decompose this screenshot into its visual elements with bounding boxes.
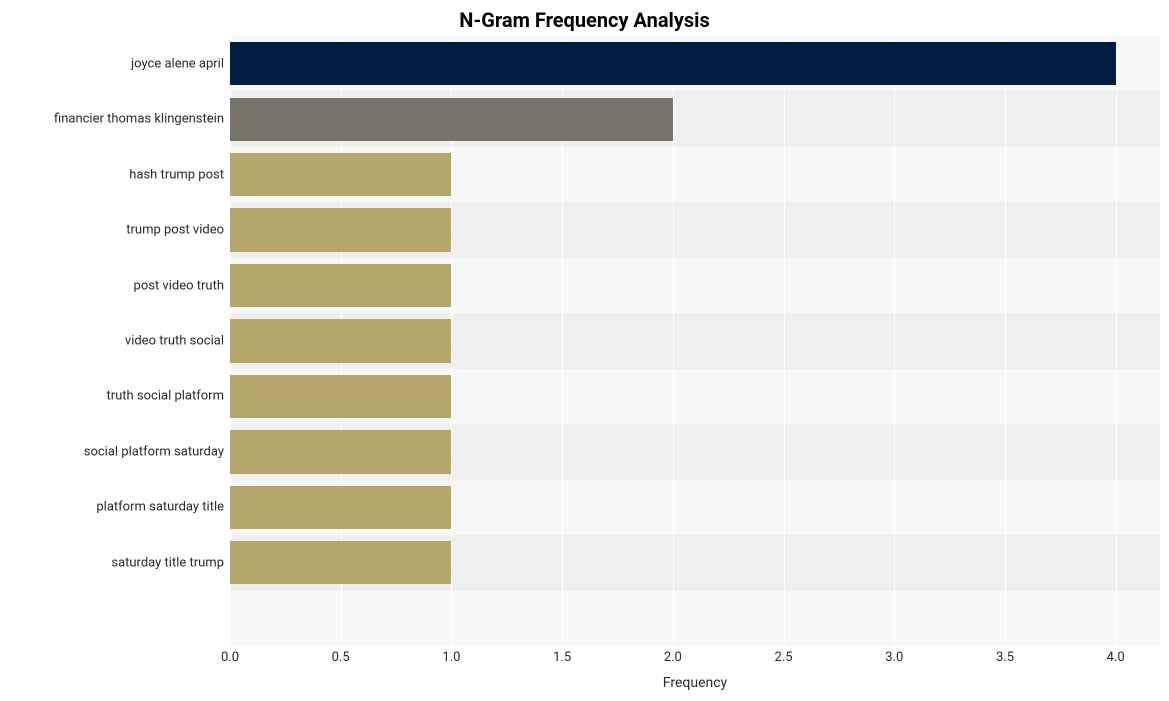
y-tick-label: truth social platform xyxy=(106,389,224,404)
bar xyxy=(230,208,451,251)
y-tick-label: joyce alene april xyxy=(131,56,224,71)
bar xyxy=(230,264,451,307)
y-tick-label: trump post video xyxy=(126,223,224,238)
x-tick-label: 4.0 xyxy=(1107,650,1125,665)
x-tick-label: 3.5 xyxy=(996,650,1014,665)
y-tick-label: social platform saturday xyxy=(84,444,224,459)
y-tick-label: platform saturday title xyxy=(96,500,224,515)
x-tick-label: 0.5 xyxy=(332,650,350,665)
x-tick-label: 1.5 xyxy=(553,650,571,665)
y-tick-label: hash trump post xyxy=(129,167,224,182)
plot-area xyxy=(230,36,1160,646)
x-tick-label: 3.0 xyxy=(885,650,903,665)
bar xyxy=(230,486,451,529)
chart-container: N-Gram Frequency Analysis joyce alene ap… xyxy=(0,0,1169,701)
bar xyxy=(230,430,451,473)
bar xyxy=(230,98,673,141)
y-tick-label: financier thomas klingenstein xyxy=(54,112,224,127)
x-tick-label: 2.5 xyxy=(775,650,793,665)
x-tick-label: 0.0 xyxy=(221,650,239,665)
x-axis-label: Frequency xyxy=(230,675,1160,691)
bar xyxy=(230,375,451,418)
y-tick-label: post video truth xyxy=(134,278,224,293)
grid-band xyxy=(230,591,1160,646)
chart-title: N-Gram Frequency Analysis xyxy=(0,8,1169,32)
bar xyxy=(230,42,1116,85)
bar xyxy=(230,153,451,196)
gridline xyxy=(1005,36,1006,646)
x-tick-label: 1.0 xyxy=(442,650,460,665)
bar xyxy=(230,541,451,584)
y-tick-label: video truth social xyxy=(125,334,224,349)
y-tick-label: saturday title trump xyxy=(111,555,224,570)
x-tick-label: 2.0 xyxy=(664,650,682,665)
gridline xyxy=(894,36,895,646)
gridline xyxy=(673,36,674,646)
bar xyxy=(230,319,451,362)
gridline xyxy=(1116,36,1117,646)
gridline xyxy=(784,36,785,646)
